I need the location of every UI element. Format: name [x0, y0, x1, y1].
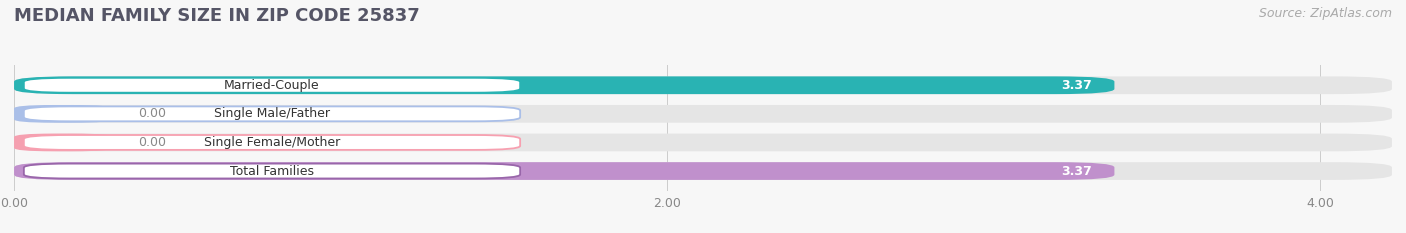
- FancyBboxPatch shape: [24, 106, 520, 121]
- Text: Single Male/Father: Single Male/Father: [214, 107, 330, 120]
- FancyBboxPatch shape: [24, 135, 520, 150]
- FancyBboxPatch shape: [14, 76, 1115, 94]
- FancyBboxPatch shape: [14, 134, 1392, 151]
- FancyBboxPatch shape: [14, 105, 112, 123]
- Text: Total Families: Total Families: [231, 164, 314, 178]
- FancyBboxPatch shape: [14, 105, 1392, 123]
- Text: MEDIAN FAMILY SIZE IN ZIP CODE 25837: MEDIAN FAMILY SIZE IN ZIP CODE 25837: [14, 7, 420, 25]
- Text: 0.00: 0.00: [138, 136, 166, 149]
- Text: 0.00: 0.00: [138, 107, 166, 120]
- FancyBboxPatch shape: [14, 134, 112, 151]
- Text: 3.37: 3.37: [1060, 79, 1091, 92]
- Text: Source: ZipAtlas.com: Source: ZipAtlas.com: [1258, 7, 1392, 20]
- FancyBboxPatch shape: [24, 78, 520, 93]
- Text: 3.37: 3.37: [1060, 164, 1091, 178]
- Text: Single Female/Mother: Single Female/Mother: [204, 136, 340, 149]
- Text: Married-Couple: Married-Couple: [224, 79, 319, 92]
- FancyBboxPatch shape: [14, 162, 1115, 180]
- FancyBboxPatch shape: [14, 162, 1392, 180]
- FancyBboxPatch shape: [14, 76, 1392, 94]
- FancyBboxPatch shape: [24, 164, 520, 178]
